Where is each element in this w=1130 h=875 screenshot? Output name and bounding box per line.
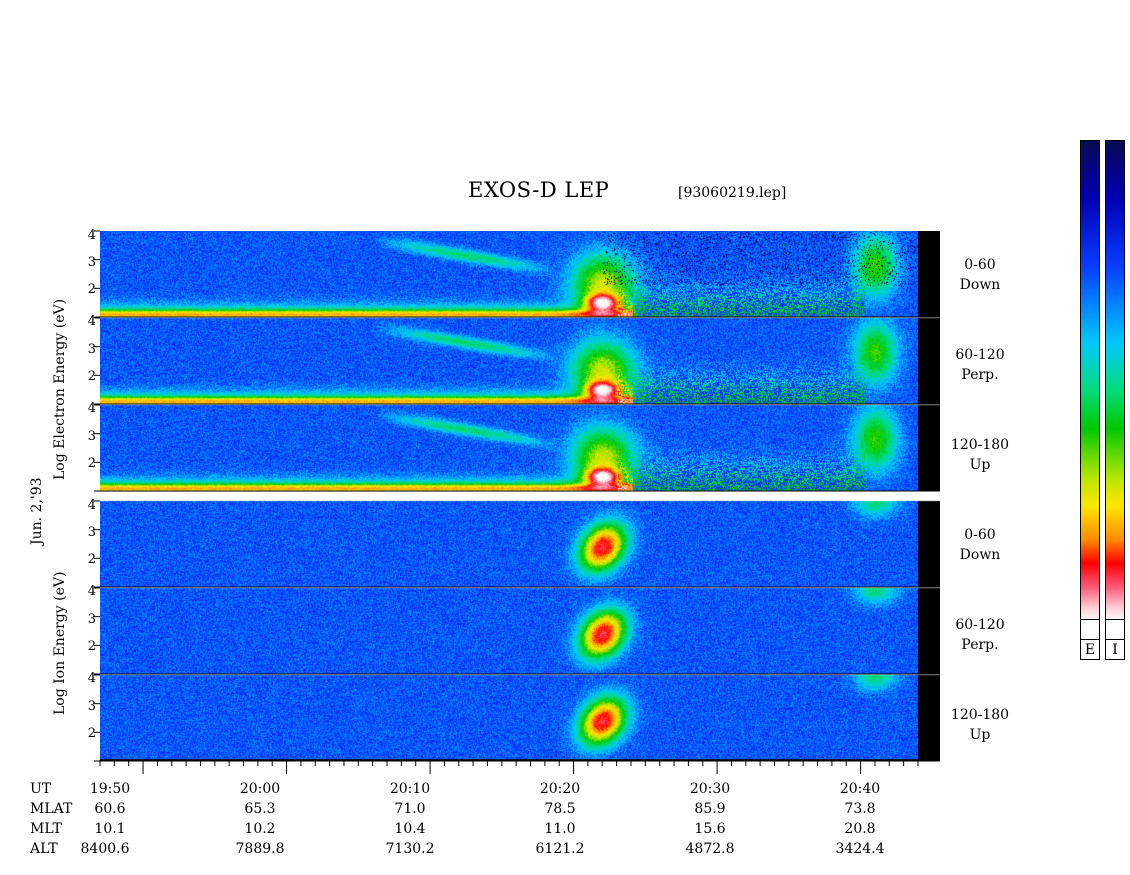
- mlt-value: 15.6: [694, 821, 726, 837]
- ut-tick-label: 20:30: [689, 781, 731, 797]
- i-perp-direction: Perp.: [961, 637, 999, 653]
- mlat-value: 78.5: [544, 801, 576, 817]
- e-down-direction: Down: [959, 277, 1001, 293]
- ion-colorbar-gradient: [1106, 141, 1124, 621]
- e-perp-ytick-4: 4: [87, 314, 96, 329]
- ion-colorbar-footer: I: [1106, 619, 1124, 659]
- row-label-ut: UT: [30, 781, 52, 797]
- mlt-value: 10.2: [244, 821, 276, 837]
- row-label-alt: ALT: [30, 841, 58, 857]
- e-down-panel-label: 0-60 Down: [940, 255, 1020, 295]
- i-down-direction: Down: [959, 547, 1001, 563]
- electron-ylabel-unit: (eV): [52, 298, 68, 329]
- i-up-ytick-2: 2: [87, 726, 96, 741]
- e-down-range: 0-60: [964, 257, 996, 273]
- ion-ylabel-unit: (eV): [52, 571, 68, 601]
- mlat-value: 60.6: [94, 801, 126, 817]
- i-down-panel-label: 0-60 Down: [940, 525, 1020, 565]
- i-perp-ytick-3: 3: [87, 612, 96, 627]
- e-down-ytick-4: 4: [87, 228, 96, 243]
- i-perp-range: 60-120: [955, 617, 1005, 633]
- spectrogram-canvas: [100, 231, 940, 761]
- e-up-range: 120-180: [950, 437, 1010, 453]
- electron-ylabel-log: Log: [52, 453, 68, 480]
- ion-ylabel-species: Ion: [52, 660, 68, 684]
- alt-value: 7130.2: [385, 841, 435, 857]
- ion-colorbar-label: I: [1106, 639, 1124, 659]
- ion-ylabel: Log Ion Energy (eV): [52, 572, 68, 715]
- electron-colorbar-gradient: [1081, 141, 1099, 621]
- i-down-range: 0-60: [964, 527, 996, 543]
- i-up-direction: Up: [969, 727, 991, 743]
- e-up-direction: Up: [969, 457, 991, 473]
- alt-value: 4872.8: [685, 841, 735, 857]
- plot-title: EXOS-D LEP: [468, 178, 610, 202]
- i-up-ytick-4: 4: [87, 671, 96, 686]
- ion-ylabel-energy: Energy: [52, 605, 68, 657]
- mlat-value: 73.8: [844, 801, 876, 817]
- ion-ylabel-log: Log: [52, 688, 68, 715]
- e-down-ytick-2: 2: [87, 282, 96, 297]
- row-label-mlat: MLAT: [30, 801, 73, 817]
- e-perp-range: 60-120: [955, 347, 1005, 363]
- i-down-ytick-3: 3: [87, 525, 96, 540]
- e-perp-ytick-2: 2: [87, 369, 96, 384]
- electron-colorbar-footer: E: [1081, 619, 1099, 659]
- ut-tick-label: 19:50: [89, 781, 131, 797]
- mlt-value: 20.8: [844, 821, 876, 837]
- i-up-range: 120-180: [950, 707, 1010, 723]
- e-up-ytick-2: 2: [87, 456, 96, 471]
- electron-colorbar-label: E: [1081, 639, 1099, 659]
- mlt-value: 11.0: [544, 821, 576, 837]
- e-up-ytick-3: 3: [87, 429, 96, 444]
- i-down-ytick-4: 4: [87, 498, 96, 513]
- e-perp-panel-label: 60-120 Perp.: [940, 345, 1020, 385]
- mlat-value: 85.9: [694, 801, 726, 817]
- ut-tick-label: 20:20: [539, 781, 581, 797]
- i-perp-ytick-2: 2: [87, 639, 96, 654]
- ut-tick-label: 20:10: [389, 781, 431, 797]
- i-perp-ytick-4: 4: [87, 584, 96, 599]
- i-down-ytick-2: 2: [87, 552, 96, 567]
- alt-value: 7889.8: [235, 841, 285, 857]
- e-perp-direction: Perp.: [961, 367, 999, 383]
- ut-tick-label: 20:40: [839, 781, 881, 797]
- alt-value: 8400.6: [80, 841, 130, 857]
- mlt-value: 10.4: [394, 821, 426, 837]
- mlat-value: 65.3: [244, 801, 276, 817]
- electron-ylabel: Log Electron Energy (eV): [52, 299, 68, 480]
- electron-colorbar: E: [1080, 140, 1100, 660]
- electron-ylabel-energy: Energy: [52, 332, 68, 384]
- electron-ylabel-species: Electron: [52, 388, 68, 449]
- date-label: Jun. 2,'93: [29, 477, 45, 545]
- e-up-panel-label: 120-180 Up: [940, 435, 1020, 475]
- alt-value: 3424.4: [835, 841, 885, 857]
- alt-value: 6121.2: [535, 841, 585, 857]
- e-up-ytick-4: 4: [87, 401, 96, 416]
- e-down-ytick-3: 3: [87, 255, 96, 270]
- i-up-panel-label: 120-180 Up: [940, 705, 1020, 745]
- mlt-value: 10.1: [94, 821, 126, 837]
- file-label: [93060219.lep]: [678, 185, 787, 201]
- i-up-ytick-3: 3: [87, 699, 96, 714]
- row-label-mlt: MLT: [30, 821, 62, 837]
- ion-colorbar: I: [1105, 140, 1125, 660]
- mlat-value: 71.0: [394, 801, 426, 817]
- ut-tick-label: 20:00: [239, 781, 281, 797]
- i-perp-panel-label: 60-120 Perp.: [940, 615, 1020, 655]
- e-perp-ytick-3: 3: [87, 342, 96, 357]
